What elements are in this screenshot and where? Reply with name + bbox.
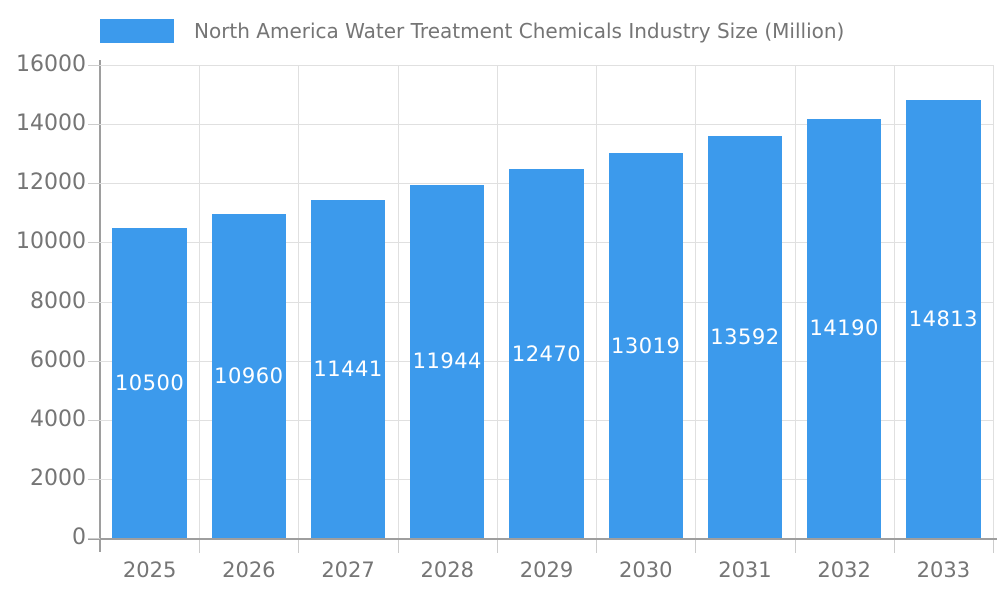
legend-label: North America Water Treatment Chemicals … — [194, 19, 845, 43]
bar-value-label: 14813 — [908, 307, 979, 332]
bar-2025: 10500 — [112, 227, 187, 538]
x-axis-label-2029: 2029 — [519, 558, 574, 582]
x-tick-1 — [199, 540, 201, 553]
bar-2033: 14813 — [906, 100, 981, 538]
gridline-x-9 — [993, 65, 994, 538]
gridline-y-16000 — [100, 65, 993, 66]
bar-2030: 13019 — [608, 153, 683, 538]
x-tick-4 — [496, 540, 498, 553]
bar-2031: 13592 — [707, 136, 783, 538]
bar-value-label: 12470 — [511, 341, 582, 366]
y-axis-label-4000: 4000 — [30, 406, 86, 432]
gridline-x-4 — [496, 65, 498, 538]
y-tick-12000 — [88, 183, 100, 185]
y-tick-8000 — [88, 301, 100, 303]
gridline-x-5 — [596, 65, 598, 538]
bar-value-label: 10960 — [214, 364, 284, 388]
y-axis-label-12000: 12000 — [16, 170, 86, 196]
y-axis-label-0: 0 — [72, 525, 86, 550]
x-axis-label-2026: 2026 — [222, 558, 276, 582]
y-tick-14000 — [88, 124, 100, 126]
x-axis-label-2027: 2027 — [321, 558, 375, 582]
x-tick-3 — [397, 540, 399, 553]
plot-area: 10500 10960 11441 11944 12470 13019 13592 14190… — [100, 65, 994, 538]
x-tick-6 — [695, 540, 697, 553]
x-axis-label-2030: 2030 — [618, 558, 673, 582]
gridline-x-6 — [695, 65, 697, 538]
x-axis-label-2032: 2032 — [817, 558, 871, 582]
x-axis-label-2025: 2025 — [122, 558, 177, 582]
x-axis-label-2028: 2028 — [420, 558, 474, 582]
y-tick-16000 — [88, 65, 100, 66]
x-tick-5 — [596, 540, 598, 553]
x-tick-8 — [893, 540, 895, 553]
y-axis-label-10000: 10000 — [16, 229, 86, 255]
gridline-y-14000 — [100, 124, 993, 126]
x-tick-9 — [993, 540, 994, 553]
x-axis-label-2031: 2031 — [718, 558, 772, 582]
bar-value-label: 13019 — [611, 333, 681, 358]
x-tick-7 — [794, 540, 796, 553]
y-tick-0 — [88, 538, 100, 539]
y-tick-4000 — [88, 419, 100, 421]
y-axis-label-6000: 6000 — [30, 347, 86, 373]
bar-2029: 12470 — [509, 169, 584, 538]
bar-value-label: 13592 — [710, 325, 780, 350]
y-tick-10000 — [88, 242, 100, 244]
gridline-x-7 — [794, 65, 796, 538]
legend-swatch-icon — [100, 19, 174, 43]
x-tick-2 — [298, 540, 300, 553]
y-axis-label-2000: 2000 — [30, 465, 86, 491]
gridline-x-8 — [893, 65, 895, 538]
bar-value-label: 10500 — [114, 370, 185, 395]
y-axis-label-8000: 8000 — [30, 288, 86, 314]
bar-value-label: 11441 — [313, 356, 383, 381]
bar-2026: 10960 — [211, 214, 287, 538]
bar-2028: 11944 — [410, 184, 485, 538]
bar-2027: 11441 — [310, 199, 386, 538]
x-axis-label-2033: 2033 — [916, 558, 971, 582]
x-axis-line — [88, 538, 997, 540]
legend[interactable]: North America Water Treatment Chemicals … — [100, 19, 844, 43]
y-axis-label-16000: 16000 — [16, 52, 86, 77]
bar-2032: 14190 — [806, 118, 882, 538]
y-axis-line — [99, 60, 101, 552]
y-axis-label-14000: 14000 — [16, 111, 86, 137]
bar-value-label: 11944 — [412, 349, 482, 374]
gridline-x-2 — [298, 65, 300, 538]
y-tick-2000 — [88, 478, 100, 480]
y-tick-6000 — [88, 360, 100, 362]
gridline-x-3 — [397, 65, 399, 538]
gridline-x-1 — [199, 65, 201, 538]
bar-value-label: 14190 — [809, 316, 879, 341]
